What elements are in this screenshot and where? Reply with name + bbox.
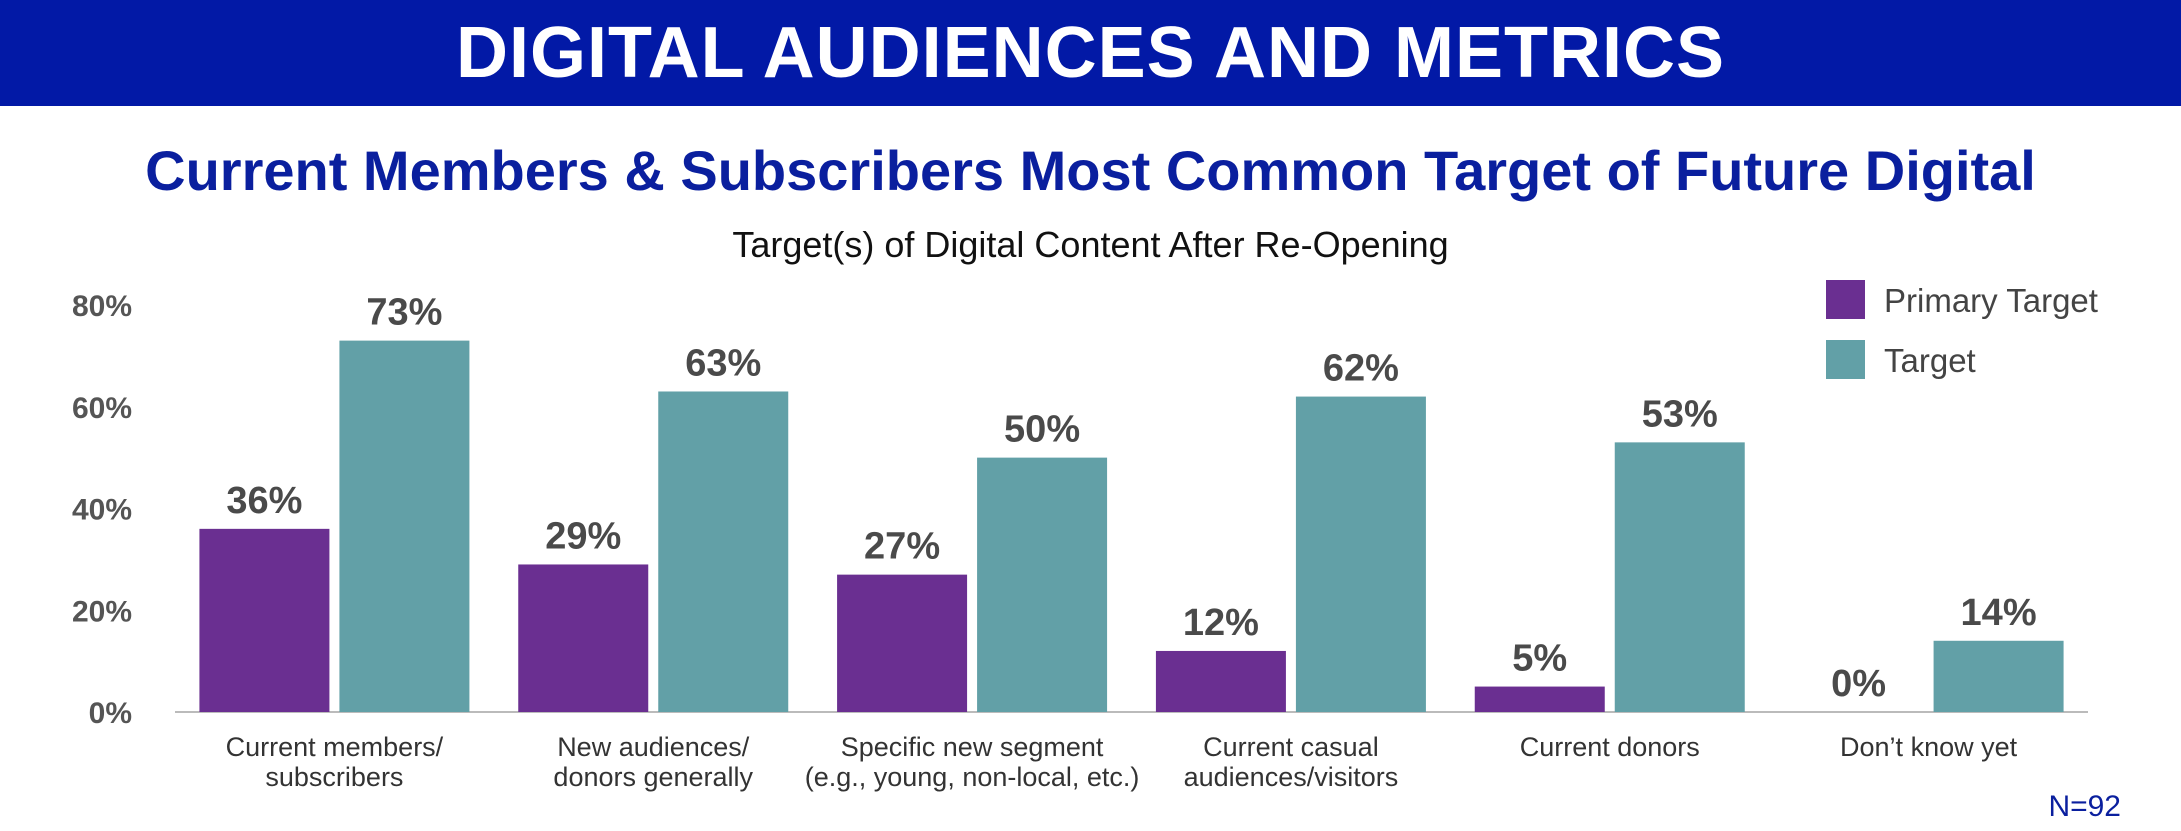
y-tick-label: 0% — [89, 697, 132, 730]
x-tick-label: Don’t know yet — [1840, 732, 2018, 762]
bar — [199, 528, 330, 712]
data-label: 14% — [1961, 592, 2037, 634]
banner-title: DIGITAL AUDIENCES AND METRICS — [455, 13, 1726, 93]
bar — [339, 340, 470, 712]
legend-label: Primary Target — [1884, 282, 2098, 319]
bar — [658, 391, 789, 712]
header-banner: DIGITAL AUDIENCES AND METRICS — [0, 0, 2181, 106]
bar — [1155, 650, 1286, 712]
page-headline: Current Members & Subscribers Most Commo… — [145, 139, 2036, 202]
bar — [518, 564, 649, 712]
data-label: 36% — [226, 480, 302, 522]
bar — [1614, 442, 1745, 712]
data-label: 29% — [545, 515, 621, 557]
data-label: 73% — [366, 292, 442, 334]
bar — [977, 457, 1108, 712]
bar — [837, 574, 968, 712]
legend-label: Target — [1884, 342, 1976, 379]
bar — [1295, 396, 1426, 712]
x-tick-label: subscribers — [265, 762, 403, 792]
x-tick-label: donors generally — [553, 762, 753, 792]
data-label: 63% — [685, 342, 761, 384]
data-label: 50% — [1004, 409, 1080, 451]
y-tick-label: 20% — [72, 595, 132, 628]
legend-swatch — [1826, 340, 1865, 379]
legend-swatch — [1826, 280, 1865, 319]
x-tick-label: Current casual — [1203, 732, 1379, 762]
bar — [1474, 686, 1605, 712]
x-tick-label: Current members/ — [226, 732, 444, 762]
data-label: 12% — [1183, 602, 1259, 644]
x-tick-label: (e.g., young, non-local, etc.) — [805, 762, 1140, 792]
y-tick-label: 80% — [72, 290, 132, 323]
x-tick-label: New audiences/ — [557, 732, 750, 762]
y-tick-label: 40% — [72, 494, 132, 527]
data-label: 53% — [1642, 393, 1718, 435]
x-tick-label: Specific new segment — [841, 732, 1104, 762]
y-tick-label: 60% — [72, 392, 132, 425]
x-tick-label: audiences/visitors — [1184, 762, 1399, 792]
data-label: 5% — [1512, 638, 1567, 680]
x-tick-label: Current donors — [1520, 732, 1700, 762]
chart-title: Target(s) of Digital Content After Re-Op… — [732, 224, 1449, 265]
sample-size-label: N=92 — [2048, 790, 2121, 823]
data-label: 62% — [1323, 348, 1399, 390]
bar — [1933, 640, 2064, 712]
data-label: 0% — [1831, 663, 1886, 705]
data-label: 27% — [864, 526, 940, 568]
